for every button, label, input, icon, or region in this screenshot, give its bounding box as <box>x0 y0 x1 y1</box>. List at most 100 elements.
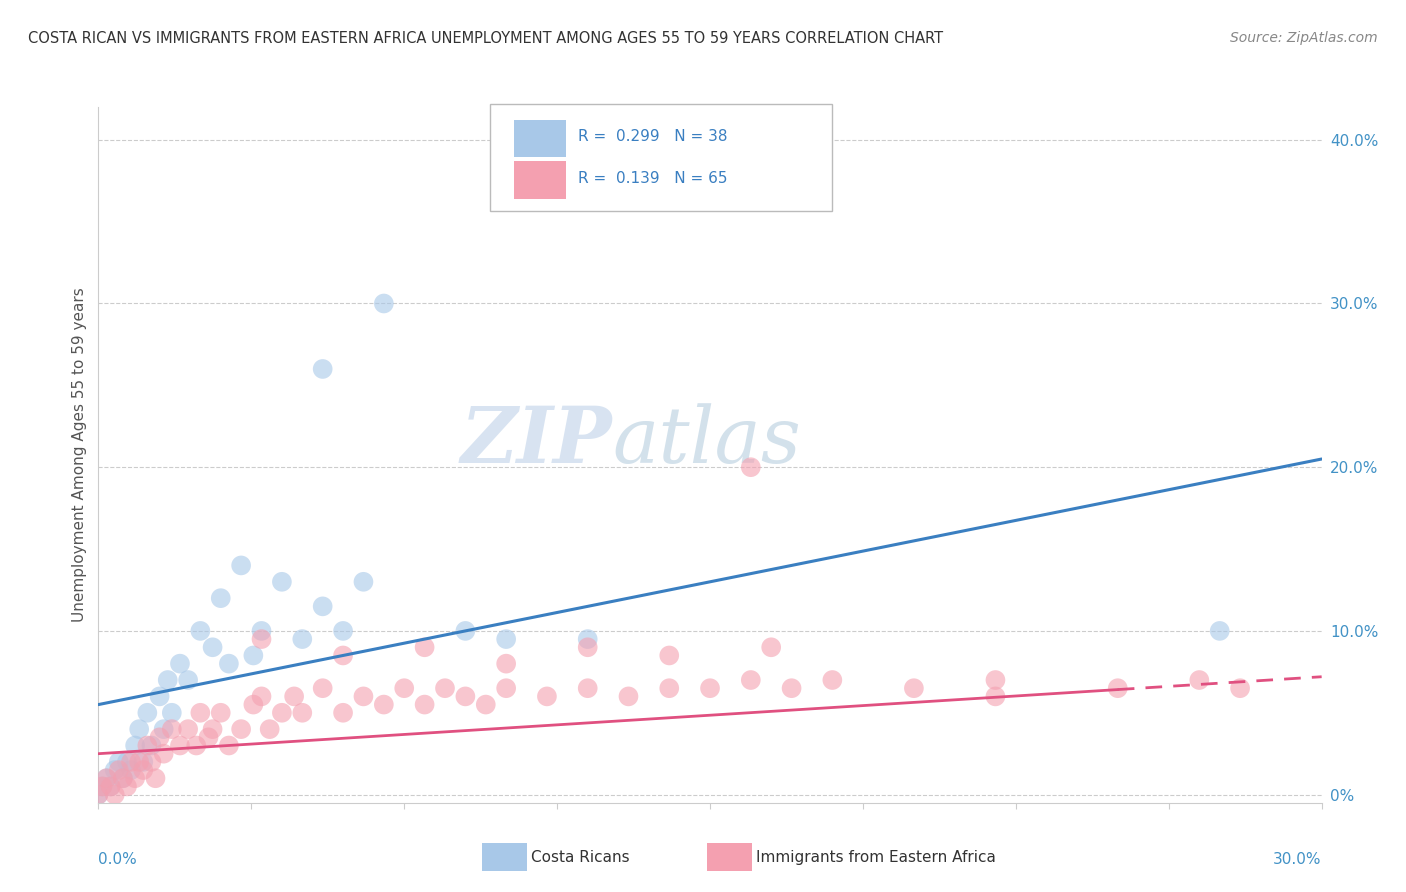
Point <box>96 771 118 785</box>
Point <box>96 771 118 785</box>
Point <box>495 632 517 646</box>
Point <box>434 681 457 696</box>
Point <box>111 771 134 785</box>
Point <box>1209 624 1232 638</box>
Point <box>332 624 354 638</box>
Point <box>209 591 232 606</box>
Point <box>576 632 599 646</box>
Point <box>312 599 335 614</box>
Text: COSTA RICAN VS IMMIGRANTS FROM EASTERN AFRICA UNEMPLOYMENT AMONG AGES 55 TO 59 Y: COSTA RICAN VS IMMIGRANTS FROM EASTERN A… <box>28 31 943 46</box>
Point <box>132 763 155 777</box>
Point <box>124 771 146 785</box>
Point <box>270 574 294 589</box>
Point <box>120 763 142 777</box>
Text: R =  0.299   N = 38: R = 0.299 N = 38 <box>578 129 727 145</box>
Point <box>413 698 436 712</box>
Point <box>91 780 114 794</box>
Point <box>250 624 273 638</box>
Text: Source: ZipAtlas.com: Source: ZipAtlas.com <box>1230 31 1378 45</box>
Y-axis label: Unemployment Among Ages 55 to 59 years: Unemployment Among Ages 55 to 59 years <box>72 287 87 623</box>
Point <box>454 624 477 638</box>
Point <box>201 640 224 655</box>
Point <box>413 640 436 655</box>
Point <box>780 681 803 696</box>
Point <box>1229 681 1251 696</box>
Text: atlas: atlas <box>612 403 801 479</box>
Point <box>218 739 240 753</box>
Point <box>903 681 925 696</box>
Point <box>108 763 131 777</box>
Point <box>141 755 163 769</box>
Point <box>141 739 163 753</box>
Point <box>242 648 264 663</box>
Point <box>283 690 305 704</box>
Point <box>250 690 273 704</box>
Point <box>761 640 783 655</box>
Point <box>177 722 200 736</box>
Text: ZIP: ZIP <box>461 403 612 479</box>
Point <box>160 722 183 736</box>
Point <box>87 788 110 802</box>
Point <box>984 690 1007 704</box>
Point <box>1107 681 1129 696</box>
Point <box>231 558 253 573</box>
Point <box>352 574 374 589</box>
Point <box>984 673 1007 687</box>
Point <box>108 755 131 769</box>
Point <box>197 731 219 745</box>
FancyBboxPatch shape <box>489 103 832 211</box>
Point <box>100 780 122 794</box>
Point <box>658 648 681 663</box>
Text: Costa Ricans: Costa Ricans <box>531 850 630 864</box>
Point <box>87 788 110 802</box>
Point <box>149 731 172 745</box>
Point <box>115 755 138 769</box>
Point <box>136 739 159 753</box>
Point <box>128 722 150 736</box>
Point <box>120 755 142 769</box>
Point <box>91 780 114 794</box>
Point <box>576 681 599 696</box>
Text: 30.0%: 30.0% <box>1274 852 1322 866</box>
Point <box>291 632 314 646</box>
Point <box>495 657 517 671</box>
Point <box>136 706 159 720</box>
Point <box>145 771 167 785</box>
Point <box>152 747 174 761</box>
Point <box>373 698 395 712</box>
Point <box>169 739 191 753</box>
Point <box>242 698 264 712</box>
Point <box>100 780 122 794</box>
Point <box>658 681 681 696</box>
Point <box>1188 673 1211 687</box>
Point <box>177 673 200 687</box>
Point <box>699 681 721 696</box>
Point <box>169 657 191 671</box>
Point <box>115 780 138 794</box>
Point <box>332 706 354 720</box>
Point <box>156 673 179 687</box>
Text: R =  0.139   N = 65: R = 0.139 N = 65 <box>578 171 727 186</box>
Point <box>270 706 294 720</box>
Point <box>821 673 844 687</box>
Point <box>250 632 273 646</box>
Point <box>373 296 395 310</box>
Point <box>495 681 517 696</box>
Text: Immigrants from Eastern Africa: Immigrants from Eastern Africa <box>756 850 997 864</box>
Point <box>352 690 374 704</box>
FancyBboxPatch shape <box>515 120 565 157</box>
Point <box>201 722 224 736</box>
Point <box>536 690 558 704</box>
Point <box>104 788 127 802</box>
Point <box>188 624 212 638</box>
FancyBboxPatch shape <box>515 161 565 199</box>
Point <box>332 648 354 663</box>
Point <box>124 739 146 753</box>
Point <box>740 673 762 687</box>
Point <box>188 706 212 720</box>
Point <box>454 690 477 704</box>
Point <box>186 739 208 753</box>
Point <box>152 722 174 736</box>
Point <box>740 460 762 475</box>
Point <box>312 681 335 696</box>
